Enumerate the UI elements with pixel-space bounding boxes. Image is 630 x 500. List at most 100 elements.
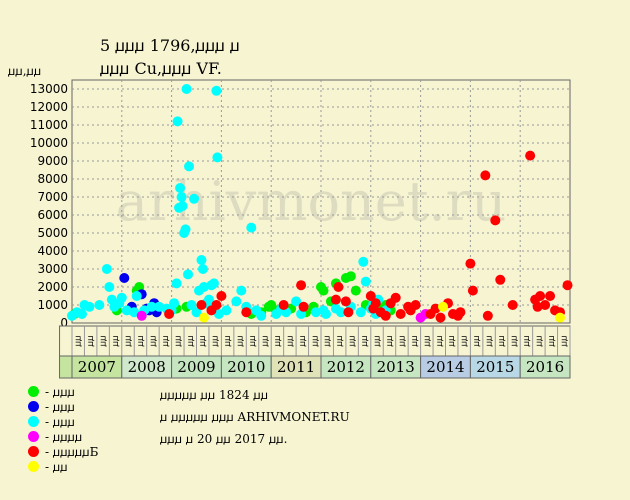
- data-point: [154, 301, 165, 312]
- quarter-label: ꙡꙡ: [472, 335, 482, 346]
- quarter-label: ꙡꙡ: [74, 335, 84, 346]
- data-point: [183, 269, 194, 280]
- quarter-label: ꙡꙡ: [422, 335, 432, 346]
- data-point: [208, 278, 219, 289]
- quarter-label: ꙡꙡ: [460, 335, 470, 346]
- data-point: [231, 296, 242, 307]
- quarter-label: ꙡꙡ: [509, 335, 519, 346]
- data-point: [146, 301, 157, 312]
- data-point: [562, 280, 573, 291]
- data-point: [467, 285, 478, 296]
- data-point: [480, 170, 491, 181]
- quarter-label: ꙡꙡ: [198, 335, 208, 346]
- quarter-label: ꙡꙡ: [273, 335, 283, 346]
- quarter-label: ꙡꙡ: [124, 335, 134, 346]
- data-point: [365, 291, 376, 301]
- data-point: [358, 256, 369, 267]
- legend-item: - ꙡꙡꙡꙡ: [28, 429, 98, 444]
- year-label: 2012: [327, 358, 365, 376]
- legend-label: - ꙡꙡꙡꙡ: [45, 430, 83, 444]
- data-point: [196, 300, 207, 310]
- chart-title-line1: 5 ꙡꙡꙡ 1796,ꙡꙡꙡ ꙡ: [100, 36, 240, 55]
- data-point: [191, 307, 202, 318]
- legend-label: - ꙡꙡꙡ: [45, 400, 75, 414]
- quarter-label: ꙡꙡ: [373, 335, 383, 346]
- data-point: [94, 300, 105, 310]
- year-cell: [519, 355, 571, 379]
- legend-marker: [28, 386, 39, 397]
- data-point: [525, 150, 536, 161]
- data-point: [84, 301, 95, 312]
- data-point: [350, 285, 361, 296]
- data-point: [241, 307, 252, 318]
- legend-label: - ꙡꙡꙡ: [45, 415, 75, 429]
- data-point: [216, 291, 227, 301]
- quarter-label: ꙡꙡ: [335, 335, 345, 346]
- data-point: [490, 215, 501, 226]
- legend-item: - ꙡꙡ: [28, 459, 98, 474]
- data-point: [395, 309, 406, 319]
- quarter-label: ꙡꙡ: [310, 335, 320, 346]
- data-point: [172, 116, 183, 127]
- data-point: [104, 282, 115, 292]
- data-point: [340, 296, 351, 307]
- quarter-label: ꙡꙡ: [485, 335, 495, 346]
- data-point: [370, 298, 381, 309]
- data-point: [176, 192, 187, 202]
- legend-label: - ꙡꙡꙡꙡꙡБ: [45, 445, 99, 459]
- data-point: [76, 309, 87, 319]
- year-label: 2008: [128, 358, 166, 376]
- data-point: [540, 300, 551, 310]
- data-point: [119, 273, 130, 283]
- data-point: [335, 307, 346, 318]
- quarter-label: ꙡꙡ: [161, 335, 171, 346]
- data-point: [291, 296, 302, 307]
- data-point: [455, 307, 466, 318]
- quarter-label: ꙡꙡ: [136, 335, 146, 346]
- data-point: [203, 294, 214, 305]
- y-tick-label: 13000: [30, 82, 68, 96]
- data-point: [221, 305, 232, 316]
- data-point: [320, 309, 331, 319]
- data-point: [177, 201, 188, 211]
- data-point: [345, 271, 356, 282]
- quarter-label: ꙡꙡ: [360, 335, 370, 346]
- data-point: [212, 152, 223, 163]
- quarter-label: ꙡꙡ: [497, 335, 507, 346]
- data-point: [197, 264, 208, 274]
- y-axis-title: ꙡꙡ,ꙡꙡ: [8, 64, 42, 78]
- quarter-label: ꙡꙡ: [99, 335, 109, 346]
- data-point: [390, 292, 401, 303]
- data-point: [236, 285, 247, 296]
- legend-marker: [28, 431, 39, 442]
- y-tick-label: 1000: [37, 298, 68, 312]
- data-point: [198, 312, 209, 323]
- data-point: [435, 312, 446, 323]
- data-point: [198, 282, 209, 292]
- data-point: [256, 310, 267, 321]
- data-point: [180, 224, 191, 235]
- data-point: [380, 310, 391, 321]
- quarter-label: ꙡꙡ: [211, 335, 221, 346]
- data-point: [121, 305, 132, 316]
- data-point: [101, 264, 112, 274]
- data-point: [482, 310, 493, 321]
- data-point: [535, 291, 546, 301]
- legend-item: - ꙡꙡꙡꙡꙡБ: [28, 444, 98, 459]
- data-point: [175, 183, 186, 193]
- y-tick-label: 4000: [37, 244, 68, 258]
- legend-marker: [28, 401, 39, 412]
- quarter-label: ꙡꙡ: [186, 335, 196, 346]
- note-line-3: ꙡꙡꙡ ꙡ 20 ꙡꙡ 2017 ꙡꙡ.: [160, 432, 288, 446]
- year-label: 2010: [227, 358, 265, 376]
- quarter-label: ꙡꙡ: [298, 335, 308, 346]
- data-point: [136, 310, 147, 321]
- year-label: 2015: [476, 358, 514, 376]
- year-label: 2016: [526, 358, 564, 376]
- quarter-label: ꙡꙡ: [397, 335, 407, 346]
- data-point: [129, 307, 140, 318]
- data-point: [330, 294, 341, 305]
- y-tick-label: 8000: [37, 172, 68, 186]
- quarter-label: ꙡꙡ: [348, 335, 358, 346]
